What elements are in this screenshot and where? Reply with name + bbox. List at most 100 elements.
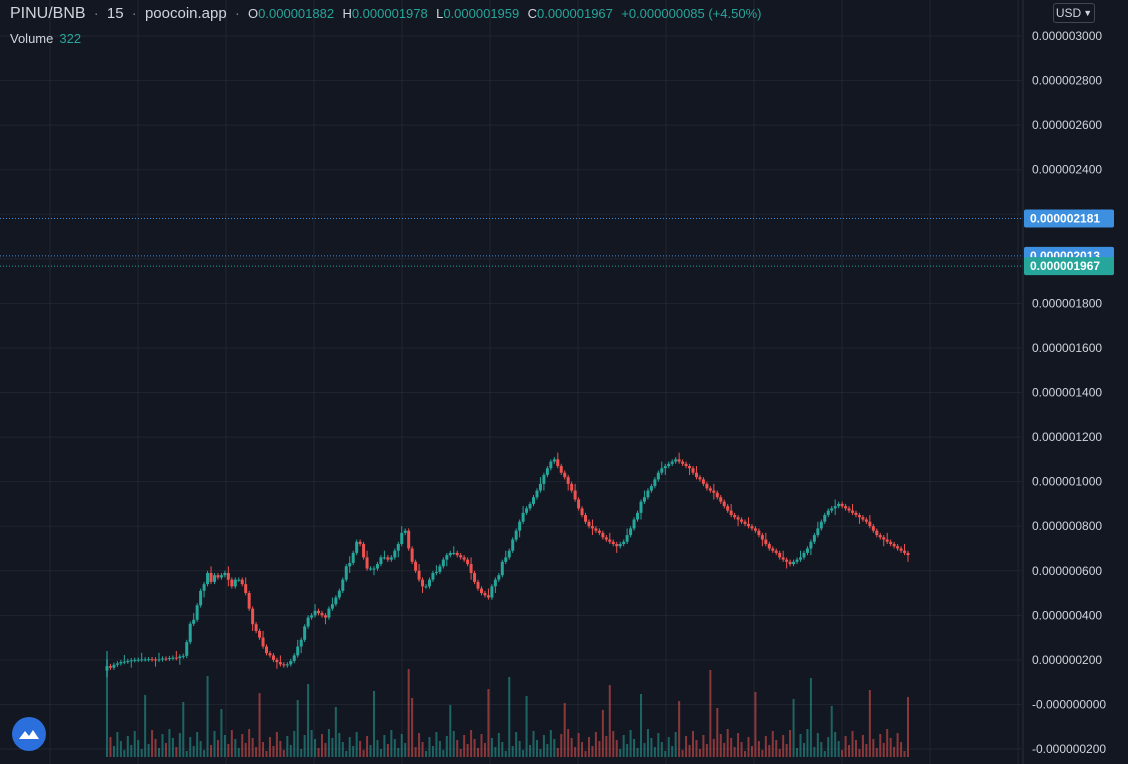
candle-body <box>851 510 855 513</box>
candle-body <box>691 468 695 473</box>
volume-bar <box>740 742 743 757</box>
candle-body <box>642 497 646 502</box>
candle-body <box>206 572 210 585</box>
volume-bar <box>355 732 358 757</box>
volume-bar <box>515 732 518 757</box>
volume-bar <box>431 746 434 757</box>
candle-body <box>306 617 310 627</box>
volume-bar <box>671 746 674 757</box>
candle-body <box>903 550 907 553</box>
volume-bar <box>681 750 684 757</box>
candle-body <box>233 579 237 587</box>
volume-bar <box>570 738 573 757</box>
volume-bar <box>480 734 483 757</box>
currency-dropdown[interactable]: USD ▼ <box>1053 3 1095 23</box>
volume-bar <box>868 690 871 757</box>
symbol-label[interactable]: PINU/BNB <box>10 5 86 22</box>
candle-body <box>639 501 643 513</box>
candle-body <box>337 590 341 598</box>
volume-bar <box>223 735 226 757</box>
volume-bar <box>827 737 830 757</box>
candle-body <box>816 528 820 536</box>
candle-body <box>649 486 653 491</box>
close-value: 0.000001967 <box>536 6 613 21</box>
candle-body <box>382 557 386 559</box>
candle-body <box>126 660 130 662</box>
interval-label[interactable]: 15 <box>106 5 124 22</box>
volume-bar <box>643 743 646 757</box>
volume-bar <box>383 735 386 757</box>
volume-bar <box>785 744 788 757</box>
candle-body <box>230 579 234 587</box>
volume-bar <box>633 739 636 757</box>
candle-body <box>535 490 539 498</box>
candle-body <box>788 561 792 565</box>
y-tick-label: -0.000000200 <box>1032 742 1106 756</box>
volume-bar <box>539 749 542 757</box>
candle-body <box>740 519 744 522</box>
volume-bar <box>168 729 171 757</box>
candle-body <box>892 544 896 547</box>
volume-bar <box>373 691 375 757</box>
candle-body <box>424 586 428 588</box>
volume-bar <box>660 742 663 757</box>
candle-body <box>882 537 886 540</box>
volume-bar <box>175 747 178 757</box>
volume-bar <box>508 677 511 757</box>
volume-bar <box>158 748 161 757</box>
volume-bar <box>161 734 164 757</box>
volume-bar <box>723 743 726 757</box>
volume-bar <box>525 696 528 757</box>
volume-bar <box>789 730 792 757</box>
separator-dot: · <box>234 5 240 22</box>
candle-body <box>854 512 858 516</box>
volume-bar <box>879 734 882 757</box>
candle-body <box>618 544 622 547</box>
volume-bar <box>345 751 348 757</box>
volume-bar <box>164 743 167 757</box>
separator-dot: · <box>93 5 99 22</box>
candle-body <box>181 655 185 657</box>
volume-bar <box>112 746 115 757</box>
volume-bar <box>619 749 622 757</box>
candle-body <box>278 662 282 665</box>
candle-body <box>507 550 511 558</box>
candle-body <box>133 659 137 661</box>
volume-bar <box>237 748 240 757</box>
candle-body <box>154 659 158 661</box>
candle-body <box>265 646 269 654</box>
high-label: H <box>342 6 352 21</box>
volume-bar <box>553 739 556 757</box>
volume-bar <box>587 737 590 757</box>
volume-bar <box>154 739 157 757</box>
volume-bar <box>511 746 514 757</box>
volume-label: Volume <box>10 31 54 46</box>
candle-body <box>375 564 379 569</box>
volume-bar <box>220 709 223 757</box>
volume-bar <box>470 730 473 757</box>
volume-bar <box>151 730 154 757</box>
candle-body <box>226 572 230 580</box>
volume-bar <box>234 739 237 757</box>
candle-body <box>878 535 882 538</box>
volume-bar <box>414 747 417 757</box>
volume-bar <box>830 706 833 757</box>
volume-bar <box>584 751 587 757</box>
volume-bar <box>445 736 448 757</box>
volume-bar <box>334 707 337 757</box>
tradingview-logo-icon[interactable] <box>12 717 46 751</box>
candle-body <box>757 530 761 536</box>
volume-bar <box>646 729 649 757</box>
candle-body <box>712 490 716 493</box>
candle-body <box>372 568 376 570</box>
volume-bar <box>442 750 445 757</box>
volume-bar <box>428 737 431 757</box>
volume-bar <box>490 738 493 757</box>
volume-bar <box>248 729 251 757</box>
volume-bar <box>338 733 341 757</box>
candle-body <box>847 508 851 511</box>
y-tick-label: 0.000001200 <box>1032 430 1102 444</box>
volume-bar <box>140 749 143 757</box>
candle-body <box>875 530 879 536</box>
